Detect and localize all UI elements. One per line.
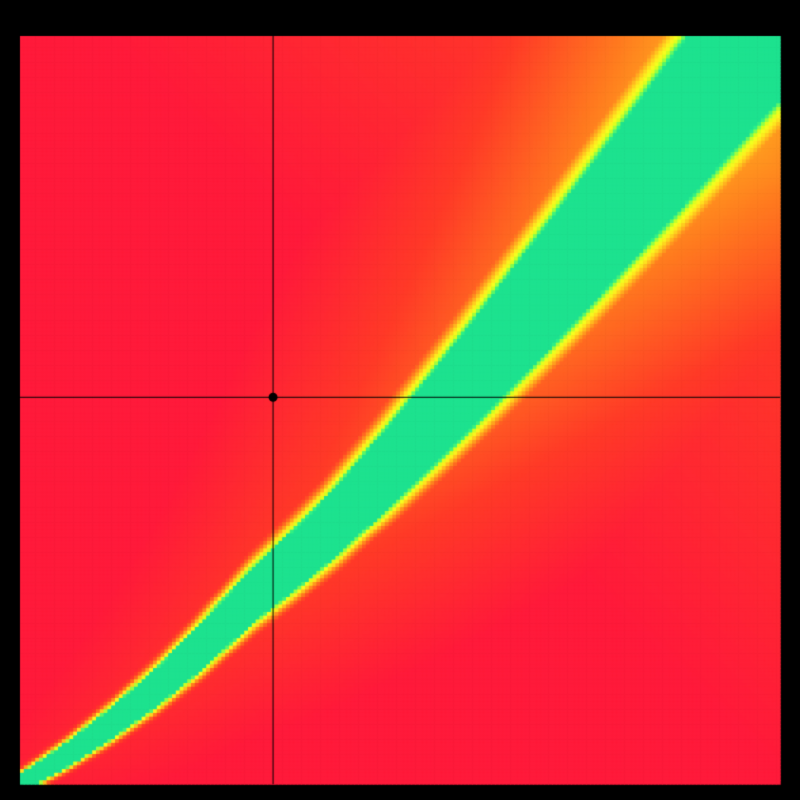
bottleneck-heatmap: [0, 0, 800, 800]
chart-container: TheBottleneck.com: [0, 0, 800, 800]
